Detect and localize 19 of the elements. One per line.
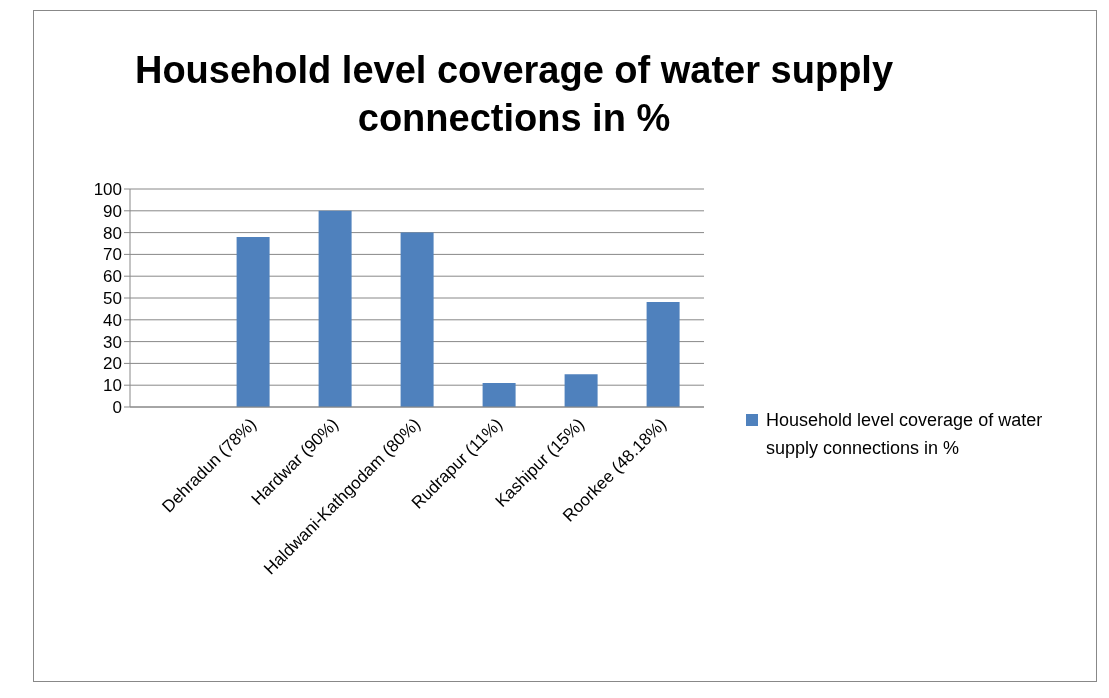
bar xyxy=(236,236,270,407)
y-tick-label: 20 xyxy=(103,354,122,374)
chart-title: Household level coverage of water supply connections in % xyxy=(134,48,894,141)
y-tick-label: 40 xyxy=(103,310,122,330)
y-tick-label: 100 xyxy=(93,180,122,200)
y-tick-label: 60 xyxy=(103,267,122,287)
y-tick-label: 0 xyxy=(112,398,122,418)
bar xyxy=(646,301,680,407)
y-tick-label: 80 xyxy=(103,223,122,243)
y-tick-label: 50 xyxy=(103,289,122,309)
legend-label: Household level coverage of water supply connections in % xyxy=(766,409,1044,460)
bar xyxy=(318,210,352,407)
y-tick-label: 90 xyxy=(103,201,122,221)
bar xyxy=(482,383,516,407)
y-tick-label: 30 xyxy=(103,332,122,352)
bar xyxy=(400,232,434,407)
bar xyxy=(564,374,598,407)
y-tick-label: 10 xyxy=(103,376,122,396)
y-tick-label: 70 xyxy=(103,245,122,265)
